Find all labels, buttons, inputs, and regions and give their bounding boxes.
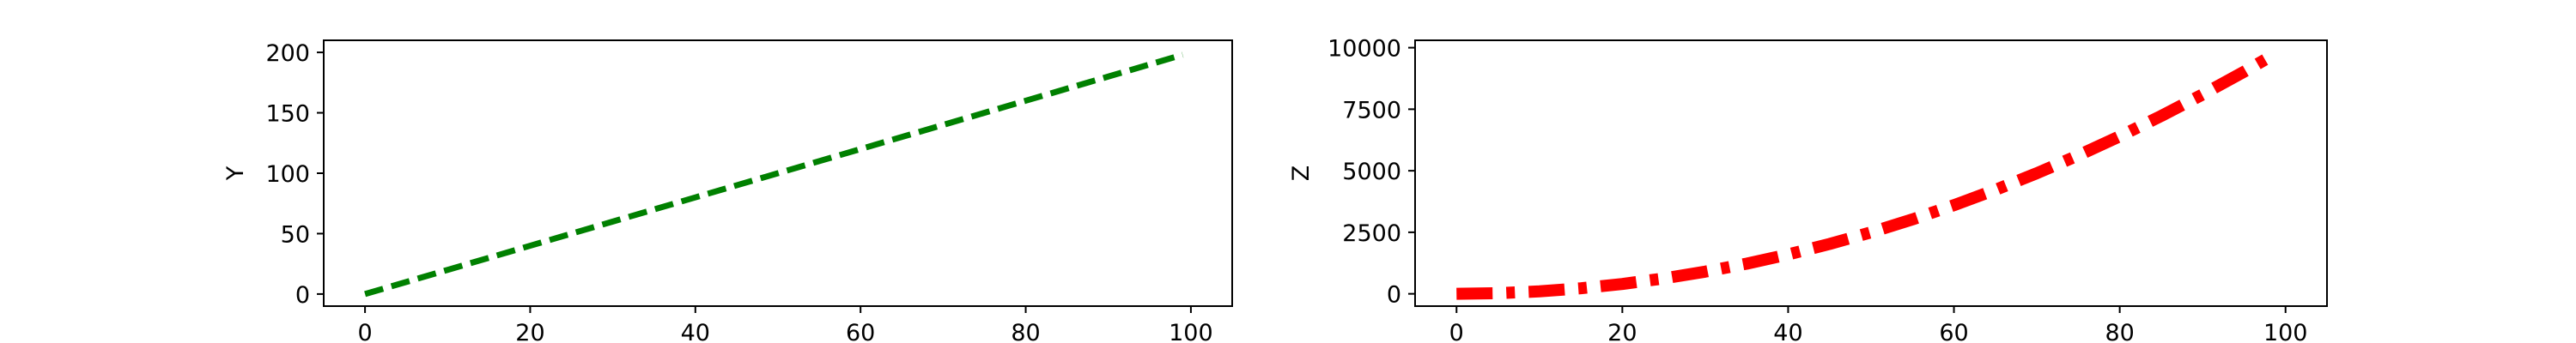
series-line-0 <box>1456 51 2272 300</box>
y-tick-label: 0 <box>1387 282 1401 309</box>
x-tick-label: 0 <box>357 320 372 343</box>
x-tick-label: 0 <box>1449 320 1464 343</box>
y-axis-label: Z <box>1288 165 1315 182</box>
left-chart: 0 20 40 60 80 100 0 50 100 150 200 Y <box>222 39 1233 343</box>
x-tick-label: 20 <box>515 320 544 343</box>
x-tick-label: 20 <box>1607 320 1637 343</box>
y-tick-label: 7500 <box>1342 97 1401 123</box>
y-tick-label: 5000 <box>1342 159 1401 185</box>
x-tick-label: 80 <box>2105 320 2134 343</box>
x-tick-label: 40 <box>681 320 710 343</box>
y-tick-label: 200 <box>265 40 310 67</box>
series-line-0 <box>364 51 1184 298</box>
x-tick-label: 60 <box>846 320 875 343</box>
right-chart: 0 20 40 60 80 100 0 2500 5000 7500 10000 Z <box>1288 36 2328 343</box>
x-tick-label: 40 <box>1773 320 1802 343</box>
y-tick-label: 2500 <box>1342 220 1401 247</box>
x-tick-label: 60 <box>1939 320 1968 343</box>
x-tick-label: 100 <box>2263 320 2308 343</box>
y-tick-label: 100 <box>265 161 310 188</box>
x-tick-label: 100 <box>1169 320 1213 343</box>
y-tick-label: 150 <box>265 101 310 128</box>
y-tick-label: 50 <box>281 221 310 248</box>
y-tick-label: 10000 <box>1327 36 1401 63</box>
y-tick-label: 0 <box>295 282 310 309</box>
x-tick-label: 80 <box>1011 320 1040 343</box>
plot-frame <box>1414 39 2328 307</box>
y-axis-label: Y <box>222 165 249 181</box>
